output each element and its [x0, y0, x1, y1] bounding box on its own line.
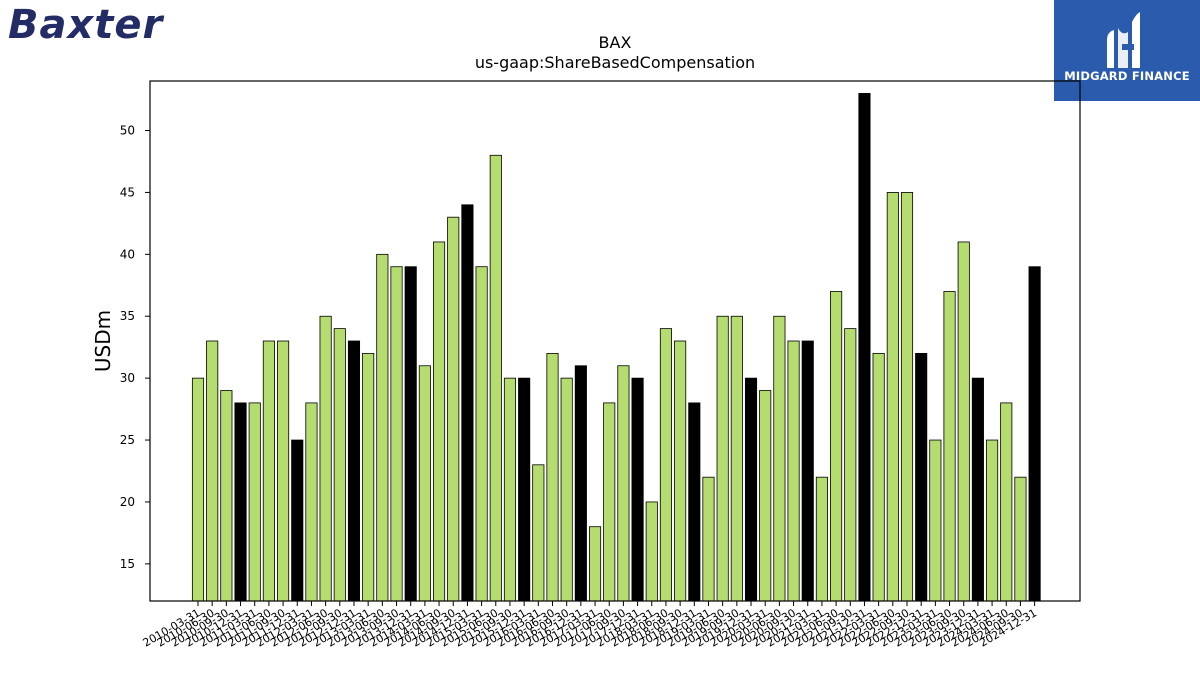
- bar-2017-09-30: [617, 365, 630, 602]
- bar-2012-03-31: [305, 402, 318, 602]
- bar-2011-12-31: [291, 439, 304, 602]
- plot-area-frame: [149, 80, 1081, 602]
- midgard-mark-icon: [1107, 12, 1140, 68]
- y-tick-label: 15: [120, 557, 135, 571]
- bar-2021-03-31: [815, 476, 828, 602]
- bar-2019-12-31: [744, 377, 758, 602]
- bar-2015-12-31: [518, 377, 531, 602]
- bar-2024-09-30: [1014, 476, 1027, 602]
- bar-2024-12-31: [1028, 266, 1041, 602]
- midgard-finance-brand-text: MIDGARD FINANCE: [1064, 69, 1190, 83]
- bar-2018-12-31: [688, 402, 701, 602]
- bar-2017-06-30: [603, 402, 616, 602]
- bar-2022-09-30: [900, 192, 914, 602]
- bar-2014-03-31: [418, 365, 431, 602]
- bar-2018-09-30: [674, 340, 687, 602]
- bar-2018-06-30: [659, 328, 672, 602]
- bar-2019-03-31: [702, 476, 715, 602]
- bar-2012-09-30: [333, 328, 346, 602]
- bar-2010-12-31: [234, 402, 247, 602]
- bar-2023-12-31: [971, 377, 984, 602]
- baxter-logo: Baxter: [8, 2, 164, 48]
- bar-2016-12-31: [574, 365, 587, 602]
- y-tick-label: 20: [120, 495, 135, 509]
- y-tick-label: 50: [120, 124, 135, 138]
- bar-2012-06-30: [319, 315, 332, 602]
- bar-2014-06-30: [433, 241, 446, 602]
- y-tick-label: 45: [120, 185, 135, 199]
- bar-2010-06-30: [206, 340, 219, 602]
- bar-2020-06-30: [773, 315, 786, 602]
- bar-2016-06-30: [546, 352, 559, 602]
- bar-2023-03-31: [929, 439, 942, 602]
- bar-2020-03-31: [759, 390, 772, 602]
- bar-2016-03-31: [532, 464, 545, 602]
- y-axis-ticks: 15 20 25 30 35 40 45 50: [120, 124, 150, 571]
- bar-2013-03-31: [362, 352, 375, 602]
- bar-2018-03-31: [645, 501, 658, 602]
- bar-2021-06-30: [830, 291, 843, 602]
- bar-2014-09-30: [447, 216, 460, 602]
- bar-2015-09-30: [503, 377, 517, 602]
- bar-2022-03-31: [872, 352, 885, 602]
- y-axis-label: USDm: [91, 310, 115, 372]
- y-tick-label: 40: [120, 247, 135, 261]
- bar-2022-12-31: [915, 352, 928, 602]
- bar-2010-09-30: [220, 390, 233, 602]
- bar-2021-09-30: [844, 328, 857, 602]
- bar-2012-12-31: [347, 340, 361, 602]
- bar-2013-12-31: [404, 266, 417, 602]
- bar-2011-09-30: [277, 340, 290, 602]
- bar-2017-12-31: [631, 377, 644, 602]
- bar-2023-09-30: [957, 241, 970, 602]
- bar-2010-03-31: [191, 377, 205, 602]
- bar-2011-06-30: [262, 340, 275, 602]
- bar-2014-12-31: [461, 204, 474, 602]
- bar-2023-06-30: [943, 291, 956, 602]
- bar-2011-03-31: [248, 402, 261, 602]
- bar-2016-09-30: [560, 377, 573, 602]
- bar-2022-06-30: [886, 192, 899, 602]
- bar-2013-09-30: [390, 266, 403, 602]
- bar-2017-03-31: [588, 526, 602, 602]
- x-axis-ticks: 2010-03-312010-06-302010-09-302010-12-31…: [141, 601, 1039, 650]
- bar-2020-09-30: [787, 340, 800, 602]
- midgard-finance-logo: MIDGARD FINANCE: [1054, 0, 1200, 101]
- y-tick-label: 35: [120, 309, 135, 323]
- y-tick-label: 25: [120, 433, 135, 447]
- bar-2024-03-31: [986, 439, 999, 602]
- bar-2015-06-30: [489, 154, 502, 602]
- bar-2020-12-31: [801, 340, 814, 602]
- bar-2019-06-30: [716, 315, 729, 602]
- chart-subtitle: us-gaap:ShareBasedCompensation: [475, 53, 755, 72]
- bar-2019-09-30: [730, 315, 743, 602]
- bar-2013-06-30: [376, 253, 389, 602]
- bar-2024-06-30: [1000, 402, 1013, 602]
- bars-group: [191, 92, 1041, 602]
- bar-2015-03-31: [475, 266, 488, 602]
- y-tick-label: 30: [120, 371, 135, 385]
- bar-2021-12-31: [858, 92, 871, 602]
- chart-title: BAX: [599, 33, 632, 52]
